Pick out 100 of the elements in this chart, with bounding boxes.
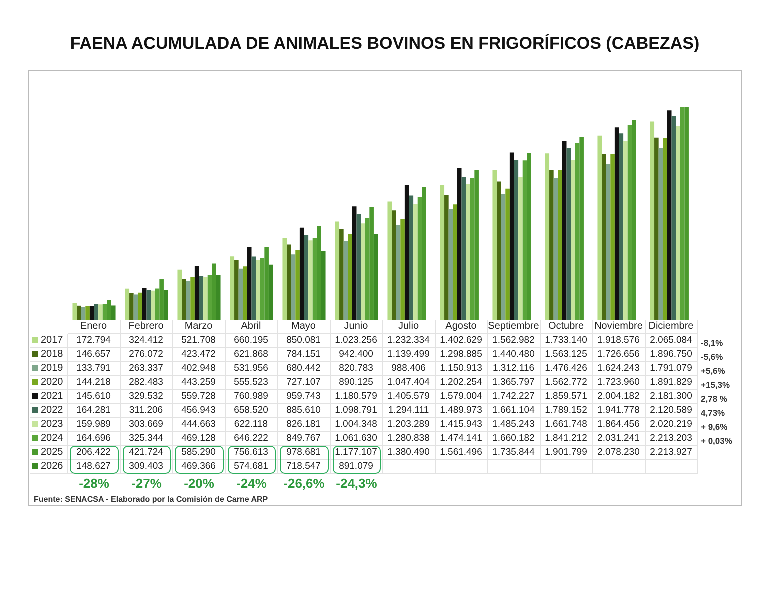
data-label: 1.139.499 (383, 348, 436, 362)
text: -26,6% (282, 476, 326, 491)
bar (72, 303, 78, 320)
data-label: 1.661.104 (488, 404, 540, 418)
data-label: 1.791.079 (646, 362, 698, 376)
bar (462, 176, 466, 320)
data-label: 1.841.212 (540, 432, 593, 446)
data-label: 443.259 (173, 376, 226, 390)
data-label: 1.562.772 (540, 376, 593, 390)
bar (256, 260, 260, 320)
data-label: 826.181 (278, 418, 330, 432)
bar (453, 204, 458, 320)
bar (208, 274, 212, 320)
bar (151, 290, 156, 320)
data-label: 1.918.576 (593, 334, 646, 348)
source-note: Fuente: SENACSA - Elaborado por la Comisión de Carne ARP (34, 495, 268, 504)
x-tick-label: Septiembre (488, 320, 540, 334)
bar (558, 170, 562, 320)
data-label: 756.613 (226, 446, 278, 460)
legend-label: 2021 (30, 390, 68, 404)
bar (268, 264, 274, 320)
x-tick-label: Junio (330, 320, 383, 334)
data-label: 402.948 (173, 362, 226, 376)
bar (94, 304, 99, 320)
data-label: 1.280.838 (383, 432, 436, 446)
bar (374, 234, 378, 320)
bar (619, 134, 624, 320)
bar (518, 177, 523, 320)
data-label: 1.562.982 (488, 334, 540, 348)
bar (107, 300, 112, 320)
data-label: 2.020.219 (646, 418, 698, 432)
bar (658, 148, 664, 320)
data-label: 1.380.490 (383, 446, 436, 460)
data-label: 276.072 (120, 348, 173, 362)
bar (77, 306, 82, 320)
x-tick-label: Abril (226, 320, 278, 334)
bar (506, 188, 510, 320)
data-label: 1.660.182 (488, 432, 540, 446)
bar (392, 210, 396, 320)
data-label: 1.789.152 (540, 404, 593, 418)
bar (527, 153, 532, 320)
bar (155, 288, 160, 320)
data-label: 164.281 (68, 404, 120, 418)
bar (409, 196, 414, 320)
data-label: 1.405.579 (383, 390, 436, 404)
bar (510, 152, 514, 320)
data-label: 1.023.256 (330, 334, 383, 348)
bar (264, 247, 269, 320)
bar (98, 304, 103, 320)
bar (300, 228, 304, 320)
data-label: 1.365.797 (488, 376, 540, 390)
data-label: 1.476.426 (540, 362, 593, 376)
data-label: 1.864.456 (593, 418, 646, 432)
data-label: 133.791 (68, 362, 120, 376)
data-label: 311.206 (120, 404, 173, 418)
bar (138, 292, 142, 320)
x-tick-label: Marzo (173, 320, 226, 334)
data-label: 172.794 (68, 334, 120, 348)
text: 2,78 % (701, 394, 728, 404)
bar (404, 185, 410, 320)
data-label: 622.118 (226, 418, 278, 432)
data-label: 891.079 (330, 460, 383, 474)
bar (190, 277, 195, 320)
data-label: 1.047.404 (383, 376, 436, 390)
legend-label: 2025 (30, 446, 68, 460)
legend-label: 2026 (30, 460, 68, 474)
bar (680, 108, 685, 320)
data-label: 146.657 (68, 348, 120, 362)
data-label: 1.561.496 (436, 446, 488, 460)
bar (628, 125, 632, 320)
data-label: 1.485.243 (488, 418, 540, 432)
bar (663, 138, 668, 320)
bar (501, 194, 506, 320)
bar (562, 141, 567, 320)
bar (321, 251, 326, 320)
legend-label: 2022 (30, 404, 68, 418)
bar (234, 260, 239, 320)
legend-label: 2023 (30, 418, 68, 432)
text: -24% (236, 476, 268, 491)
data-label: 646.222 (226, 432, 278, 446)
bar (672, 116, 676, 320)
bar (602, 154, 606, 320)
bar (199, 276, 204, 320)
bar (497, 182, 502, 320)
data-label: 978.681 (278, 446, 330, 460)
bar (422, 187, 426, 320)
bar (614, 128, 620, 320)
bar (164, 290, 168, 320)
data-label: 1.440.480 (488, 348, 540, 362)
data-label: 1.004.348 (330, 418, 383, 432)
bar (624, 141, 628, 320)
data-label: 658.520 (226, 404, 278, 418)
data-label: 2.078.230 (593, 446, 646, 460)
bar (238, 268, 244, 320)
text: -8,1% (701, 338, 724, 348)
bar (684, 107, 689, 320)
data-label: 1.415.943 (436, 418, 488, 432)
bar (230, 256, 235, 320)
data-label: 820.783 (330, 362, 383, 376)
data-label: 959.743 (278, 390, 330, 404)
